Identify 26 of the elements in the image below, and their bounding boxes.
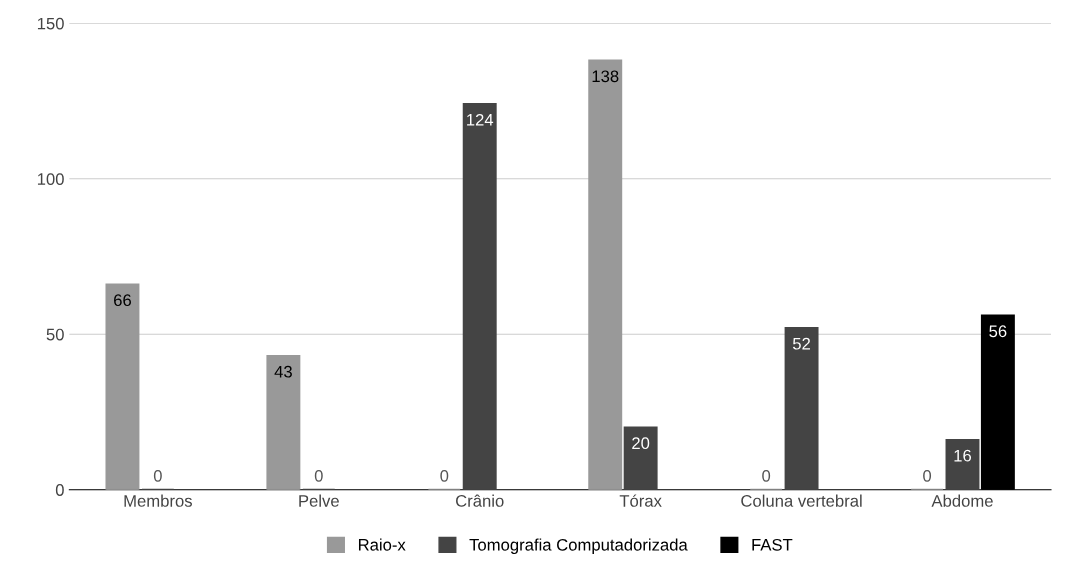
data-label: 66 [114, 294, 131, 307]
x-tick-label: Tórax [619, 494, 662, 507]
data-label: 20 [632, 437, 650, 450]
data-label: 43 [274, 365, 292, 378]
x-tick-label: Membros [124, 494, 192, 507]
y-tick-label: 100 [37, 173, 64, 185]
legend-label: Tomografia Computadorizada [469, 538, 688, 554]
data-label: 52 [792, 337, 810, 350]
x-tick-label: Abdome [931, 494, 993, 507]
data-label: 0 [762, 469, 771, 482]
y-tick-label: 50 [46, 328, 64, 341]
legend-label: Raio-x [358, 538, 406, 551]
data-label: 138 [592, 70, 619, 83]
data-label: 0 [153, 469, 162, 482]
data-label: 124 [467, 113, 494, 126]
y-tick-label: 150 [37, 17, 64, 30]
legend-label: FAST [752, 538, 793, 551]
x-tick-label: Crânio [456, 494, 504, 507]
x-tick-label: Pelve [299, 494, 339, 507]
data-label: 0 [923, 469, 932, 482]
y-tick-label: 0 [55, 484, 64, 496]
data-label: 16 [954, 449, 972, 462]
x-tick-label: Coluna vertebral [741, 494, 862, 507]
data-label: 0 [314, 469, 323, 482]
data-label: 0 [440, 469, 449, 482]
data-label: 56 [989, 325, 1007, 338]
